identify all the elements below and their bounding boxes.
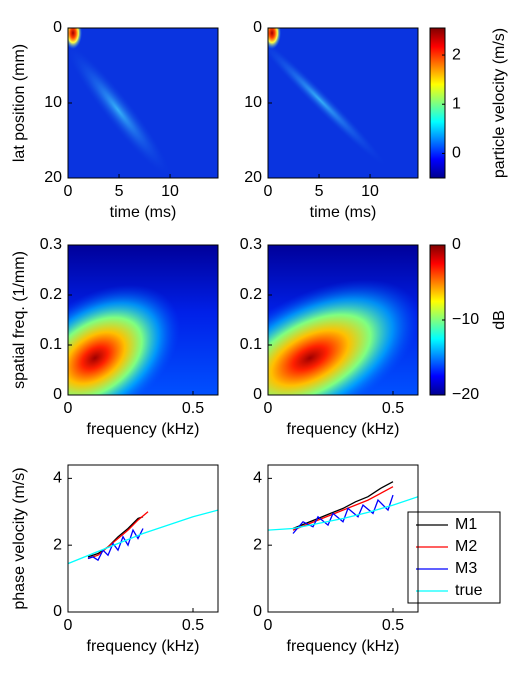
x-tick-label: 0.5 (382, 400, 404, 417)
colorbar-label: particle velocity (m/s) (491, 28, 508, 178)
y-tick-label: 0 (53, 19, 62, 36)
x-tick-label: 5 (115, 183, 124, 200)
y-tick-label: 0.1 (240, 336, 262, 353)
colorbar-tick-label: 0 (452, 145, 461, 162)
series-line (292, 481, 394, 530)
heatmap-image (68, 28, 218, 178)
y-tick-label: 0.1 (40, 336, 62, 353)
colorbar-tick-label: −20 (452, 386, 479, 403)
x-tick-label: 0 (64, 183, 73, 200)
y-tick-label: 10 (44, 94, 62, 111)
x-axis-label: time (ms) (110, 204, 177, 221)
series-line (292, 486, 394, 531)
x-tick-label: 0.5 (182, 400, 204, 417)
y-axis-label: phase velocity (m/s) (11, 467, 28, 609)
y-tick-label: 4 (253, 470, 262, 487)
x-tick-label: 0 (264, 400, 273, 417)
x-tick-label: 10 (361, 183, 379, 200)
x-axis-label: frequency (kHz) (287, 421, 400, 438)
x-axis-label: frequency (kHz) (87, 638, 200, 655)
heatmap-image (268, 28, 418, 178)
colorbar (429, 27, 446, 179)
x-axis-label: time (ms) (310, 204, 377, 221)
y-tick-label: 0 (253, 603, 262, 620)
series-line (268, 496, 418, 531)
series-line (68, 509, 218, 565)
y-tick-label: 0 (53, 386, 62, 403)
y-tick-label: 20 (44, 169, 62, 186)
series-line (292, 494, 394, 534)
y-tick-label: 10 (244, 94, 262, 111)
series-line (87, 528, 144, 562)
axes-box (267, 464, 419, 613)
x-tick-label: 0 (264, 617, 273, 634)
y-tick-label: 0 (253, 19, 262, 36)
y-tick-label: 0.2 (240, 286, 262, 303)
legend-label: M2 (455, 538, 477, 555)
x-axis-label: frequency (kHz) (287, 638, 400, 655)
y-tick-label: 0 (253, 386, 262, 403)
x-tick-label: 0 (264, 183, 273, 200)
heatmap-image (268, 245, 418, 395)
legend-label: M1 (455, 516, 477, 533)
colorbar-tick-label: 1 (452, 95, 461, 112)
y-tick-label: 0 (53, 603, 62, 620)
x-tick-label: 5 (315, 183, 324, 200)
axes-box (267, 244, 419, 396)
y-tick-label: 0.3 (240, 236, 262, 253)
y-tick-label: 0.3 (40, 236, 62, 253)
axes-box (67, 244, 219, 396)
y-tick-label: 20 (244, 169, 262, 186)
x-tick-label: 0 (64, 617, 73, 634)
axes-box (67, 464, 219, 613)
colorbar-label: dB (491, 310, 508, 330)
x-tick-label: 0 (64, 400, 73, 417)
y-tick-label: 2 (253, 536, 262, 553)
legend-box (407, 511, 501, 604)
x-axis-label: frequency (kHz) (87, 421, 200, 438)
y-tick-label: 2 (53, 536, 62, 553)
y-axis-label: lat position (mm) (11, 44, 28, 162)
series-line (87, 511, 149, 560)
x-tick-label: 10 (161, 183, 179, 200)
y-tick-label: 0.2 (40, 286, 62, 303)
series-line (87, 516, 144, 558)
x-tick-label: 0.5 (382, 617, 404, 634)
y-axis-label: spatial freq. (1/mm) (11, 251, 28, 389)
colorbar-tick-label: 2 (452, 46, 461, 63)
x-tick-label: 0.5 (182, 617, 204, 634)
y-tick-label: 4 (53, 470, 62, 487)
legend-label: true (455, 582, 483, 599)
legend-label: M3 (455, 560, 477, 577)
colorbar-tick-label: 0 (452, 236, 461, 253)
colorbar-tick-label: −10 (452, 311, 479, 328)
